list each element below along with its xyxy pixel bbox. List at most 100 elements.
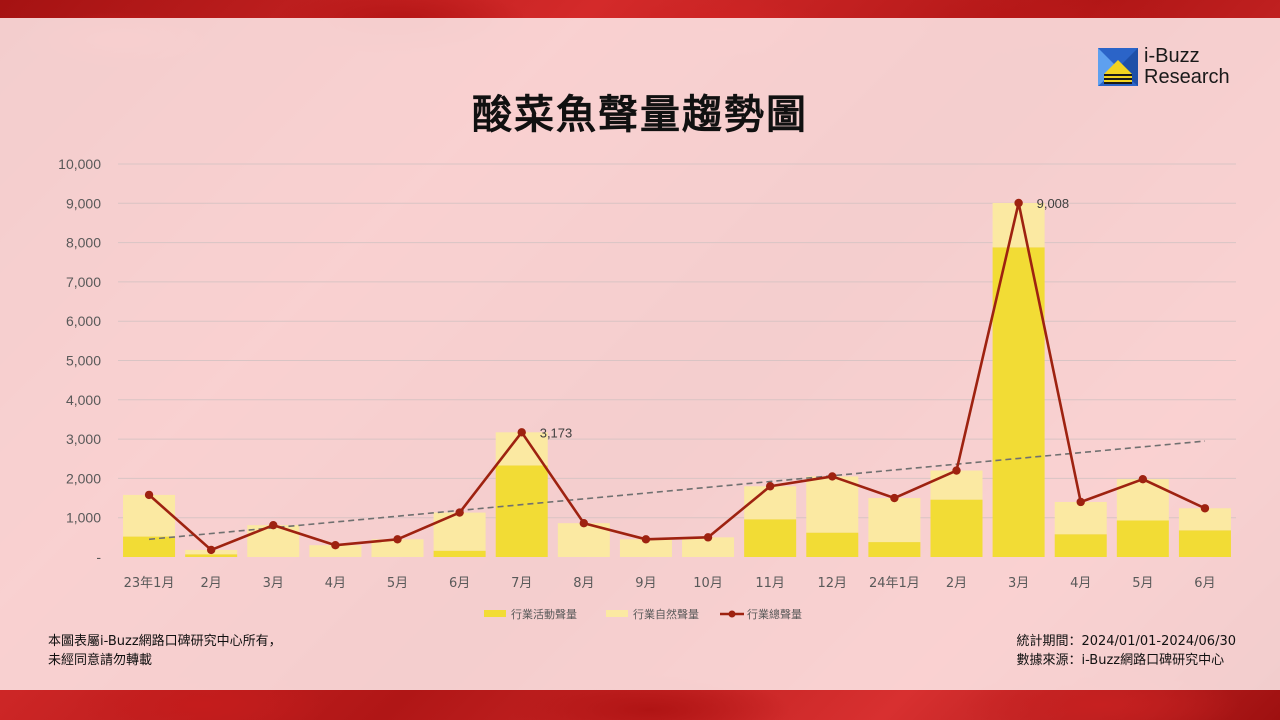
activity-volume-bar — [1178, 530, 1231, 557]
natural-volume-bar — [1054, 501, 1107, 535]
total-volume-point — [1076, 497, 1085, 507]
legend-swatch — [484, 610, 506, 617]
activity-volume-bar — [1054, 534, 1107, 557]
y-tick-label: 9,000 — [66, 195, 101, 211]
statistics-period: 統計期間：2024/01/01-2024/06/30 — [1016, 634, 1236, 649]
x-tick-label: 6月 — [449, 576, 470, 591]
logo-line-1: i-Buzz — [1144, 45, 1200, 67]
natural-volume-bar — [806, 476, 859, 533]
linear-trendline — [148, 440, 1206, 541]
activity-volume-bar — [868, 542, 921, 557]
total-volume-point — [269, 520, 278, 530]
data-label: 3,173 — [540, 425, 573, 440]
chart-panel — [0, 18, 1280, 690]
activity-volume-bar — [433, 550, 486, 557]
total-volume-point — [641, 535, 651, 544]
x-tick-label: 9月 — [635, 576, 656, 591]
total-volume-point — [952, 466, 961, 475]
activity-volume-bar — [1116, 520, 1169, 557]
natural-volume-bar — [309, 545, 362, 557]
x-tick-label: 4月 — [325, 576, 346, 591]
x-tick-label: 23年1月 — [124, 576, 175, 591]
activity-volume-bar — [806, 532, 859, 557]
total-volume-point — [1200, 504, 1210, 513]
source-note: 統計期間：2024/01/01-2024/06/30 數據來源：i-Buzz網路… — [1016, 632, 1236, 670]
natural-volume-bar — [433, 512, 486, 551]
total-volume-path — [148, 201, 1206, 552]
natural-volume-bar — [682, 537, 735, 557]
y-tick-label: 1,000 — [66, 510, 101, 526]
total-volume-point — [331, 541, 340, 550]
x-tick-label: 2月 — [946, 576, 967, 591]
logo-icon — [1098, 48, 1138, 86]
trendline — [148, 440, 1206, 541]
data-source: 數據來源：i-Buzz網路口碑研究中心 — [1016, 653, 1225, 668]
data-labels: 3,173 9,008 — [540, 196, 1069, 440]
natural-volume-bar — [371, 539, 424, 557]
activity-volume-bar — [185, 554, 238, 557]
total-volume-point — [455, 508, 464, 517]
total-volume-point — [765, 482, 775, 491]
x-tick-label: 4月 — [1070, 576, 1091, 591]
total-volume-point — [206, 545, 216, 555]
copyright-line-1: 本圖表屬i-Buzz網路口碑研究中心所有， — [48, 634, 282, 649]
legend-label: 行業活動聲量 — [511, 607, 577, 621]
x-tick-label: 8月 — [573, 576, 594, 591]
total-volume-point — [517, 428, 526, 437]
natural-volume-bar — [123, 494, 176, 537]
activity-volume-bar — [992, 247, 1045, 558]
y-tick-label: 2,000 — [66, 470, 101, 486]
logo-text: i-Buzz Research — [1144, 46, 1230, 88]
x-tick-label: 11月 — [755, 576, 785, 591]
total-volume-point — [890, 493, 899, 503]
x-tick-label: 12月 — [818, 576, 848, 591]
natural-volume-bar — [868, 498, 921, 543]
natural-volume-bar — [619, 539, 672, 557]
total-volume-point — [393, 535, 402, 544]
legend-label: 行業自然聲量 — [633, 607, 699, 621]
x-tick-label: 6月 — [1194, 576, 1215, 591]
total-volume-point — [1014, 198, 1023, 208]
natural-volume-bar — [744, 486, 797, 520]
x-tick-label: 2月 — [201, 576, 222, 591]
gridlines — [118, 163, 1236, 519]
logo-line-2: Research — [1144, 66, 1230, 88]
volume-trend-chart: - 1,000 2,000 3,000 4,000 5,000 6,000 7,000 8,00… — [58, 156, 1236, 621]
total-volume-point — [703, 533, 713, 542]
y-tick-label: 10,000 — [58, 156, 101, 172]
x-tick-label: 3月 — [263, 576, 284, 591]
natural-volume-bar — [992, 202, 1045, 248]
y-tick-label: - — [96, 549, 101, 565]
chart-title: 酸菜魚聲量趨勢圖 — [472, 92, 808, 138]
x-tick-label: 3月 — [1008, 576, 1029, 591]
legend-label: 行業總聲量 — [747, 607, 802, 621]
y-tick-label: 7,000 — [66, 274, 101, 290]
data-label: 9,008 — [1037, 196, 1070, 211]
bars — [123, 202, 1231, 558]
y-axis-ticks: - 1,000 2,000 3,000 4,000 5,000 6,000 7,000 8,00… — [58, 156, 101, 565]
natural-volume-bar — [1178, 508, 1231, 531]
y-tick-label: 3,000 — [66, 431, 101, 447]
total-volume-point — [1138, 474, 1148, 484]
y-tick-label: 5,000 — [66, 353, 101, 369]
copyright-line-2: 未經同意請勿轉載 — [48, 653, 153, 668]
x-tick-label: 7月 — [511, 576, 532, 591]
total-volume-point — [144, 490, 154, 500]
x-tick-label: 5月 — [387, 576, 408, 591]
natural-volume-bar — [930, 470, 983, 500]
activity-volume-bar — [744, 519, 797, 557]
total-volume-point — [579, 519, 589, 528]
y-tick-label: 6,000 — [66, 313, 101, 329]
legend-swatch-marker — [728, 610, 736, 618]
ibuzz-logo — [1098, 48, 1138, 86]
x-axis-ticks: 23年1月 2月 3月 4月 5月 6月 7月 8月 9月 10月 11月 12月 24年1月 2月 3月 4… — [124, 576, 1216, 591]
x-tick-label: 10月 — [693, 576, 723, 591]
activity-volume-bar — [930, 499, 983, 557]
y-tick-label: 4,000 — [66, 392, 101, 408]
activity-volume-bar — [123, 536, 176, 557]
y-tick-label: 8,000 — [66, 235, 101, 251]
total-volume-point — [828, 472, 837, 481]
x-tick-label: 24年1月 — [869, 576, 920, 591]
legend: 行業活動聲量 行業自然聲量 行業總聲量 — [484, 607, 802, 621]
activity-volume-bar — [495, 465, 548, 557]
